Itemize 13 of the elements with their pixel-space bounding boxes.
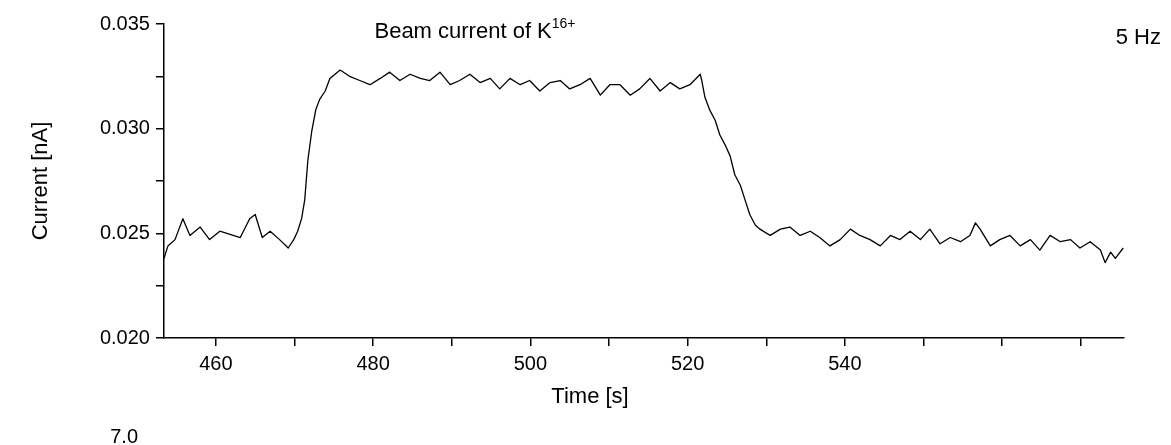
y-tick-label: 0.030 — [99, 116, 150, 139]
x-tick-label: 520 — [670, 351, 705, 374]
y-tick-label: 0.020 — [99, 325, 150, 348]
y-tick-label: 0.035 — [99, 11, 150, 34]
y-axis-title: Current [nA] — [27, 121, 52, 241]
x-tick-label: 540 — [828, 351, 862, 374]
x-tick-label: 500 — [513, 351, 548, 374]
text: 7.0 — [110, 425, 139, 445]
y-tick-label: 0.025 — [99, 220, 150, 243]
x-tick-label: 480 — [356, 351, 390, 374]
x-axis-title: Time [s] — [551, 383, 629, 408]
annotation: 5 Hz — [1115, 24, 1162, 49]
x-tick-label: 460 — [199, 351, 233, 374]
